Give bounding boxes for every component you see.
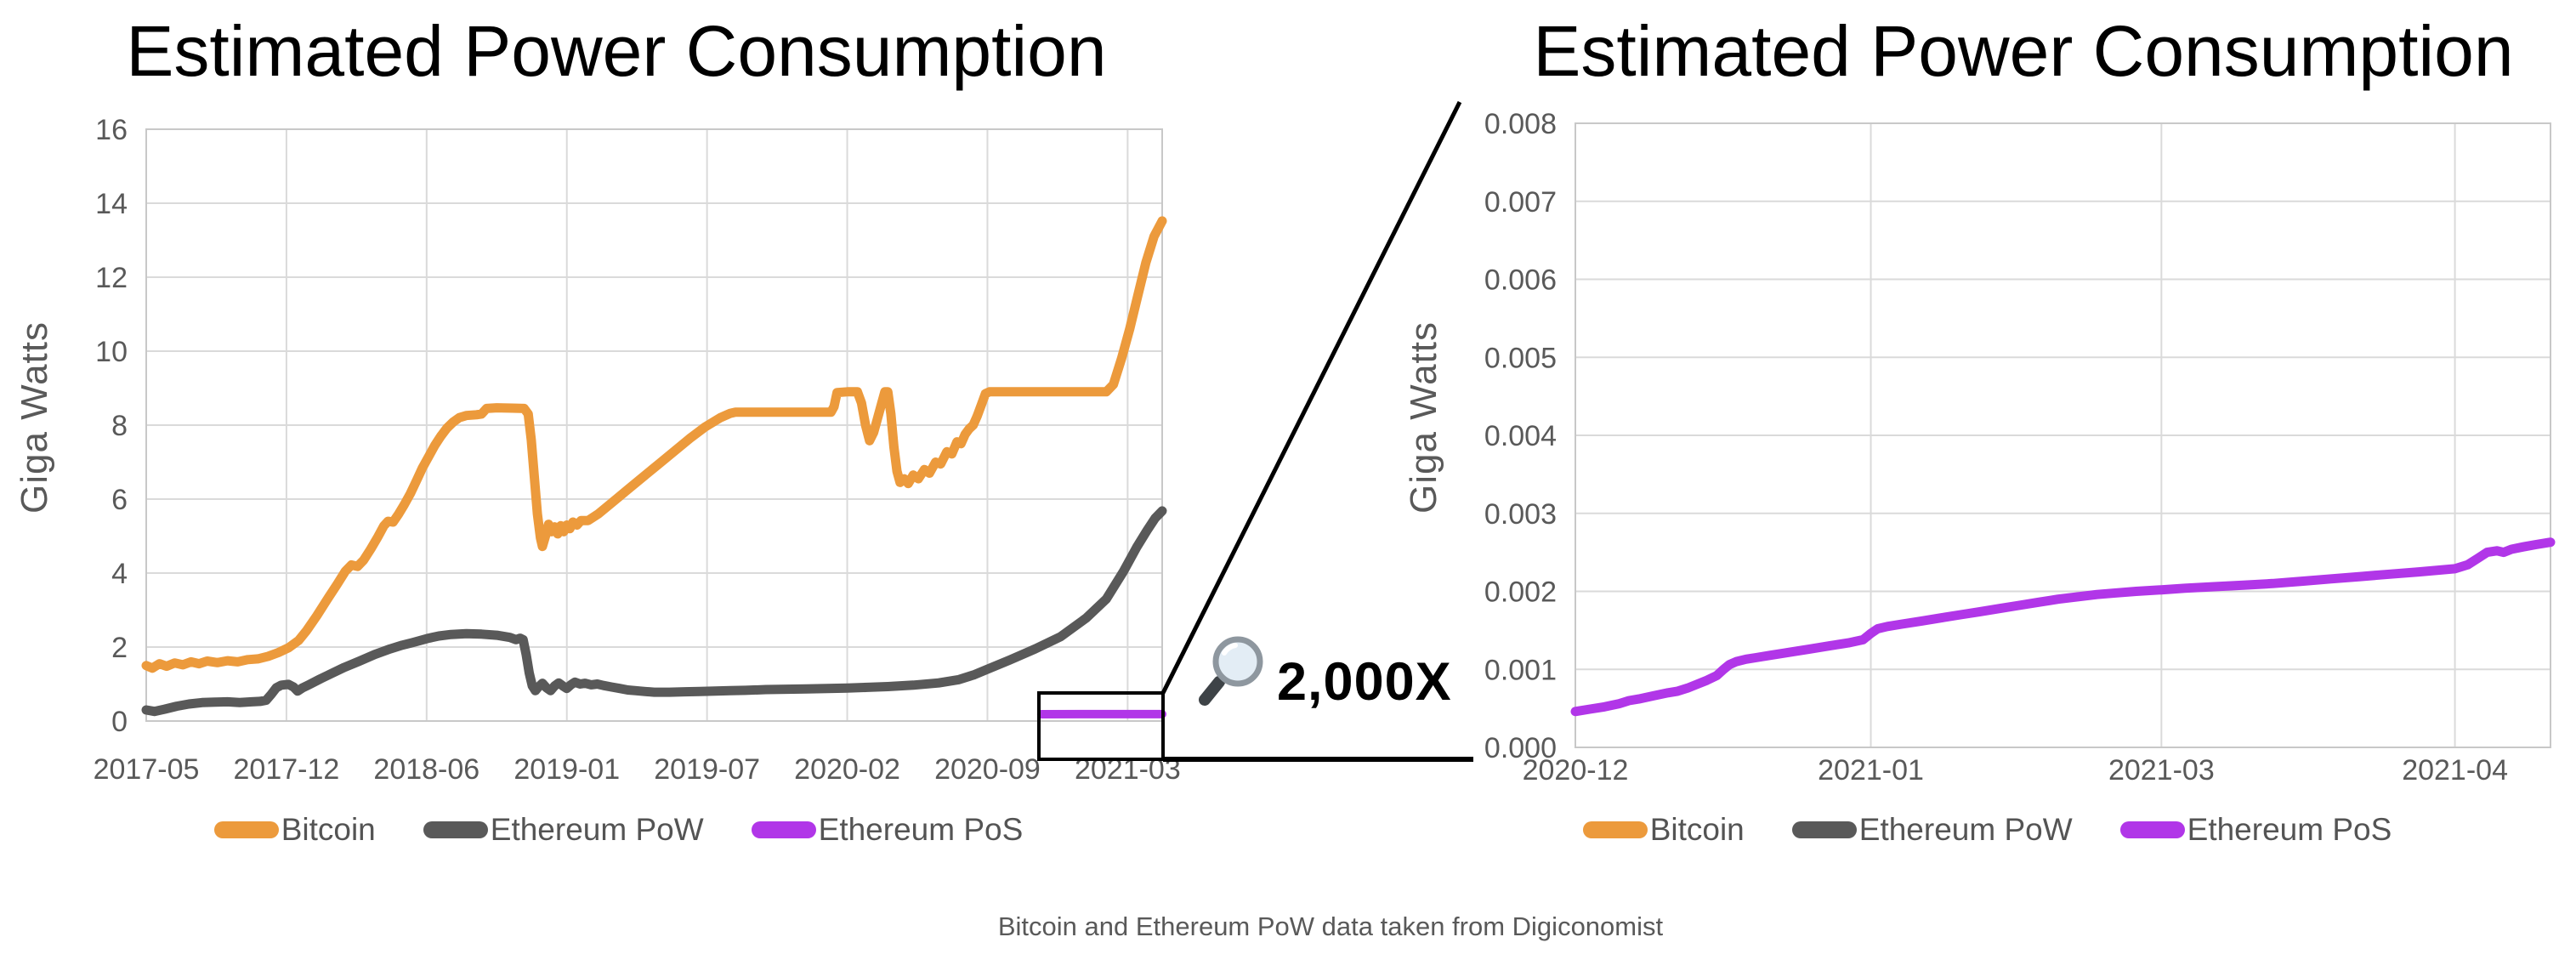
- svg-text:10: 10: [95, 336, 128, 368]
- svg-text:2020-02: 2020-02: [794, 753, 900, 786]
- svg-text:6: 6: [111, 484, 128, 516]
- zoom-factor-label: 2,000X: [1277, 652, 1452, 712]
- svg-text:0.004: 0.004: [1484, 420, 1557, 452]
- svg-text:16: 16: [95, 114, 128, 146]
- legend-item-bitcoin: Bitcoin: [213, 812, 376, 848]
- svg-text:2: 2: [111, 632, 128, 664]
- svg-text:0.008: 0.008: [1484, 108, 1557, 140]
- svg-text:2017-05: 2017-05: [94, 753, 200, 786]
- ethereum-pos-legend-swatch: [751, 821, 816, 838]
- ethereum-pow-legend-swatch: [423, 821, 488, 838]
- right-y-axis-title: Giga Watts: [1403, 321, 1444, 514]
- magnifier-lens: [1212, 636, 1263, 687]
- right-chart-legend: Bitcoin Ethereum PoW Ethereum PoS: [1492, 809, 2482, 850]
- svg-text:2018-06: 2018-06: [373, 753, 479, 786]
- svg-text:8: 8: [111, 410, 128, 442]
- svg-text:0.003: 0.003: [1484, 498, 1557, 531]
- svg-text:0.006: 0.006: [1484, 264, 1557, 297]
- svg-text:14: 14: [95, 188, 128, 220]
- magnifier-icon: [1199, 636, 1263, 706]
- legend-label: Ethereum PoS: [2187, 812, 2392, 847]
- svg-text:2021-03: 2021-03: [1075, 753, 1181, 786]
- bitcoin-legend-swatch: [213, 821, 279, 838]
- right-chart-title: Estimated Power Consumption: [1533, 11, 2514, 91]
- svg-text:2020-09: 2020-09: [934, 753, 1041, 786]
- right-chart-plot: 0.000 0.001 0.002 0.003 0.004 0.005 0.006 0.007…: [1484, 108, 2556, 786]
- legend-label: Bitcoin: [281, 812, 376, 847]
- legend-item-ethereum-pos: Ethereum PoS: [2119, 812, 2392, 848]
- svg-text:0.001: 0.001: [1484, 654, 1557, 686]
- legend-item-ethereum-pos: Ethereum PoS: [751, 812, 1024, 848]
- svg-text:2021-04: 2021-04: [2402, 754, 2508, 786]
- svg-text:0: 0: [111, 706, 128, 738]
- caption: Bitcoin and Ethereum PoW data taken from…: [997, 911, 1664, 941]
- svg-text:0.000: 0.000: [1484, 732, 1557, 764]
- magnifier-highlight: [1222, 643, 1238, 656]
- legend-label: Ethereum PoW: [1858, 812, 2073, 847]
- legend-item-ethereum-pow: Ethereum PoW: [423, 812, 704, 848]
- legend-item-bitcoin: Bitcoin: [1582, 812, 1745, 848]
- svg-text:0.002: 0.002: [1484, 576, 1557, 609]
- svg-text:2019-07: 2019-07: [654, 753, 760, 786]
- bitcoin-legend-swatch: [1582, 821, 1648, 838]
- svg-text:0.007: 0.007: [1484, 186, 1557, 219]
- legend-item-ethereum-pow: Ethereum PoW: [1791, 812, 2073, 848]
- left-chart-plot: 0 2 4 6 8 10 12 14 16 2017-05 2017-12 2018-06 2019-0…: [94, 114, 1181, 786]
- left-chart-legend: Bitcoin Ethereum PoW Ethereum PoS: [111, 809, 1126, 850]
- svg-text:2019-01: 2019-01: [513, 753, 620, 786]
- svg-text:0.005: 0.005: [1484, 342, 1557, 374]
- legend-label: Bitcoin: [1649, 812, 1745, 847]
- svg-text:2021-01: 2021-01: [1818, 754, 1924, 786]
- svg-text:4: 4: [111, 558, 128, 590]
- legend-label: Ethereum PoS: [818, 812, 1024, 847]
- svg-text:12: 12: [95, 262, 128, 294]
- magnifier-handle: [1199, 676, 1225, 706]
- legend-label: Ethereum PoW: [490, 812, 704, 847]
- svg-text:2020-12: 2020-12: [1523, 754, 1629, 786]
- ethereum-pow-legend-swatch: [1791, 821, 1857, 838]
- left-chart-title: Estimated Power Consumption: [126, 11, 1107, 91]
- svg-text:2017-12: 2017-12: [234, 753, 340, 786]
- ethereum-pos-legend-swatch: [2119, 821, 2185, 838]
- svg-text:2021-03: 2021-03: [2108, 754, 2215, 786]
